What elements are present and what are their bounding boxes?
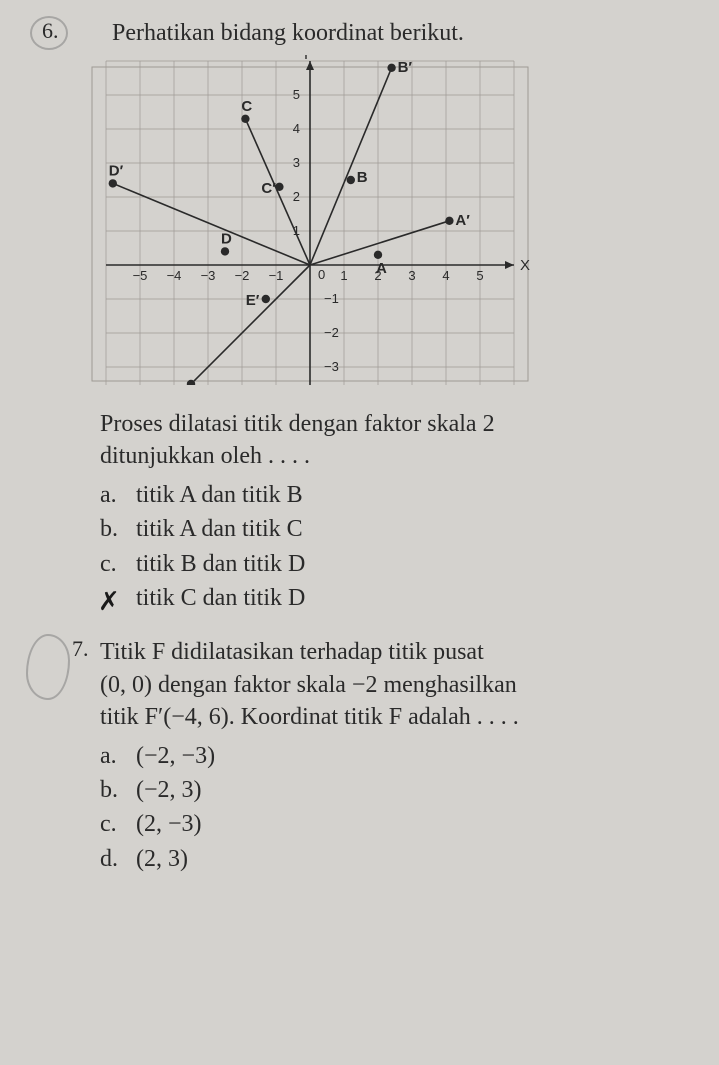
option-text: titik A dan titik B bbox=[136, 479, 303, 511]
chart-svg: −5−4−3−2−112345−3−2−1123450XYAA′BB′CC′DD… bbox=[90, 55, 530, 385]
q7-option-b[interactable]: b. (−2, 3) bbox=[100, 774, 679, 806]
q7-option-c[interactable]: c. (2, −3) bbox=[100, 808, 679, 840]
svg-text:C: C bbox=[241, 98, 252, 115]
q7-body: Titik F didilatasikan terhadap titik pus… bbox=[100, 636, 679, 875]
q6-option-c[interactable]: c. titik B dan titik D bbox=[100, 548, 679, 580]
option-letter: b. bbox=[100, 774, 124, 806]
svg-text:C′: C′ bbox=[261, 180, 276, 197]
svg-text:3: 3 bbox=[293, 155, 300, 170]
q7-line1: Titik F didilatasikan terhadap titik pus… bbox=[100, 636, 679, 668]
svg-text:5: 5 bbox=[476, 268, 483, 283]
q7-circle-mark bbox=[26, 634, 70, 700]
q7-option-a[interactable]: a. (−2, −3) bbox=[100, 740, 679, 772]
option-letter: a. bbox=[100, 740, 124, 772]
svg-text:−3: −3 bbox=[324, 359, 339, 374]
q7-number: 7. bbox=[72, 636, 89, 662]
svg-text:D′: D′ bbox=[109, 162, 124, 179]
svg-text:−1: −1 bbox=[324, 291, 339, 306]
q6-number: 6. bbox=[42, 18, 59, 44]
svg-text:3: 3 bbox=[408, 268, 415, 283]
svg-text:4: 4 bbox=[442, 268, 449, 283]
q7-options: a. (−2, −3) b. (−2, 3) c. (2, −3) d. (2,… bbox=[100, 740, 679, 876]
q7-option-d[interactable]: d. (2, 3) bbox=[100, 843, 679, 875]
q6-option-a[interactable]: a. titik A dan titik B bbox=[100, 479, 679, 511]
svg-text:4: 4 bbox=[293, 121, 300, 136]
svg-text:A′: A′ bbox=[455, 212, 470, 229]
svg-text:E′: E′ bbox=[246, 292, 260, 309]
q6-stem-line2: ditunjukkan oleh . . . . bbox=[100, 440, 679, 472]
q6-body: Proses dilatasi titik dengan faktor skal… bbox=[100, 408, 679, 614]
svg-text:D: D bbox=[221, 230, 232, 247]
svg-text:5: 5 bbox=[293, 87, 300, 102]
option-text: (2, −3) bbox=[136, 808, 202, 840]
option-text: titik B dan titik D bbox=[136, 548, 305, 580]
svg-text:Y: Y bbox=[301, 55, 311, 63]
q6-header: Perhatikan bidang koordinat berikut. bbox=[112, 20, 679, 47]
svg-text:−1: −1 bbox=[269, 268, 284, 283]
svg-text:−5: −5 bbox=[133, 268, 148, 283]
question-6: 6. Perhatikan bidang koordinat berikut. … bbox=[40, 20, 679, 614]
option-letter: c. bbox=[100, 548, 124, 580]
q7-line2: (0, 0) dengan faktor skala −2 menghasilk… bbox=[100, 669, 679, 701]
svg-text:−3: −3 bbox=[201, 268, 216, 283]
q6-stem-line1: Proses dilatasi titik dengan faktor skal… bbox=[100, 408, 679, 440]
coordinate-chart: −5−4−3−2−112345−3−2−1123450XYAA′BB′CC′DD… bbox=[90, 55, 679, 390]
svg-text:0: 0 bbox=[318, 267, 325, 282]
svg-text:−2: −2 bbox=[324, 325, 339, 340]
svg-text:B′: B′ bbox=[398, 59, 413, 76]
svg-text:A: A bbox=[376, 260, 387, 277]
option-text: titik A dan titik C bbox=[136, 513, 303, 545]
strike-mark-icon: ✗ bbox=[98, 584, 120, 619]
q6-option-b[interactable]: b. titik A dan titik C bbox=[100, 513, 679, 545]
option-text: (2, 3) bbox=[136, 843, 188, 875]
svg-text:−4: −4 bbox=[167, 268, 182, 283]
svg-text:B: B bbox=[357, 169, 368, 186]
svg-text:−2: −2 bbox=[235, 268, 250, 283]
q6-options: a. titik A dan titik B b. titik A dan ti… bbox=[100, 479, 679, 615]
option-text: (−2, 3) bbox=[136, 774, 202, 806]
svg-text:2: 2 bbox=[293, 189, 300, 204]
q7-line3: titik F′(−4, 6). Koordinat titik F adala… bbox=[100, 701, 679, 733]
question-7: 7. Titik F didilatasikan terhadap titik … bbox=[40, 636, 679, 875]
option-letter: b. bbox=[100, 513, 124, 545]
svg-text:1: 1 bbox=[340, 268, 347, 283]
option-text: (−2, −3) bbox=[136, 740, 215, 772]
option-letter: c. bbox=[100, 808, 124, 840]
q6-option-d[interactable]: ✗ d. titik C dan titik D bbox=[100, 582, 679, 614]
option-letter: a. bbox=[100, 479, 124, 511]
option-letter: d. bbox=[100, 843, 124, 875]
option-text: titik C dan titik D bbox=[136, 582, 305, 614]
svg-text:X: X bbox=[520, 257, 530, 274]
